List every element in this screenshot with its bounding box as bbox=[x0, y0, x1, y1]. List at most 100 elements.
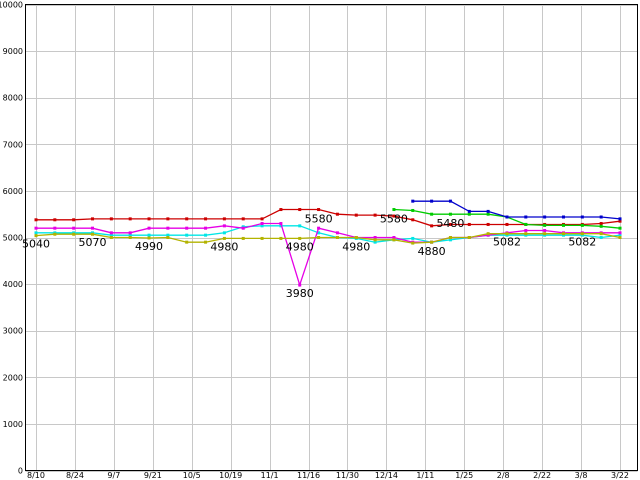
data-point bbox=[599, 215, 603, 219]
data-point bbox=[317, 208, 321, 212]
data-point bbox=[222, 236, 226, 240]
data-point bbox=[561, 215, 565, 219]
series-line bbox=[35, 233, 621, 244]
data-point bbox=[580, 232, 584, 236]
data-point bbox=[260, 222, 264, 226]
series-line bbox=[36, 222, 620, 288]
data-label: 5040 bbox=[22, 238, 50, 251]
y-tick-label: 5000 bbox=[3, 234, 23, 243]
y-axis-ticks: 0 1000 2000 3000 4000 5000 6000 7000 8000 9000 100… bbox=[0, 1, 23, 476]
data-point bbox=[618, 236, 622, 239]
x-tick-label: 11/16 bbox=[297, 471, 320, 480]
data-point bbox=[599, 236, 603, 239]
data-point bbox=[222, 217, 226, 221]
x-axis-ticks: 8/10 8/24 9/7 9/21 10/5 10/19 11/1 11/16 11/30 12… bbox=[27, 471, 629, 480]
y-tick-label: 0 bbox=[18, 467, 23, 476]
data-point bbox=[486, 222, 490, 226]
data-point bbox=[128, 217, 132, 221]
data-point bbox=[467, 222, 471, 226]
data-label: 5082 bbox=[568, 236, 596, 249]
data-labels: 5040 5070 4990 4980 4980 3980 5580 4980 5580 5480… bbox=[22, 212, 596, 300]
data-point bbox=[373, 236, 377, 239]
y-tick-label: 7000 bbox=[3, 140, 23, 149]
data-point bbox=[147, 233, 151, 237]
data-point bbox=[317, 236, 321, 239]
data-point bbox=[618, 231, 622, 235]
data-label: 5082 bbox=[493, 236, 521, 249]
data-point bbox=[392, 208, 396, 212]
data-label: 4980 bbox=[342, 240, 370, 253]
data-point bbox=[72, 232, 76, 236]
data-point bbox=[373, 238, 377, 242]
data-point bbox=[72, 226, 76, 230]
data-point bbox=[543, 223, 547, 227]
data-point bbox=[91, 232, 95, 236]
data-point bbox=[128, 236, 132, 239]
data-point bbox=[335, 212, 339, 216]
data-point bbox=[430, 224, 434, 228]
data-point bbox=[430, 212, 434, 216]
data-point bbox=[599, 224, 603, 228]
data-label: 4990 bbox=[135, 240, 163, 253]
y-tick-label: 3000 bbox=[3, 327, 23, 336]
data-point bbox=[317, 226, 321, 230]
data-point bbox=[185, 226, 189, 230]
data-point bbox=[505, 232, 509, 236]
data-point bbox=[279, 222, 283, 226]
data-point bbox=[34, 231, 38, 235]
data-point bbox=[448, 222, 452, 226]
x-tick-label: 1/25 bbox=[455, 471, 473, 480]
data-point bbox=[392, 214, 396, 218]
data-point bbox=[505, 222, 509, 226]
data-point bbox=[618, 226, 622, 230]
data-label: 5580 bbox=[305, 212, 333, 225]
data-point bbox=[335, 236, 339, 239]
data-point bbox=[580, 215, 584, 219]
data-point bbox=[335, 231, 339, 235]
data-label: 4880 bbox=[418, 245, 446, 258]
data-point bbox=[486, 209, 490, 213]
data-point bbox=[34, 226, 38, 230]
data-point bbox=[185, 217, 189, 221]
data-point bbox=[166, 236, 170, 239]
x-tick-label: 11/1 bbox=[261, 471, 279, 480]
data-point bbox=[166, 233, 170, 237]
series-line bbox=[36, 225, 621, 243]
data-point bbox=[166, 226, 170, 230]
series-line bbox=[36, 208, 621, 227]
data-label: 5580 bbox=[380, 212, 408, 225]
data-point bbox=[241, 217, 245, 221]
series-line bbox=[412, 200, 621, 220]
series-5 bbox=[34, 232, 622, 245]
data-point bbox=[373, 240, 377, 244]
data-point bbox=[580, 223, 584, 227]
data-point bbox=[147, 236, 151, 240]
data-point bbox=[430, 240, 434, 244]
x-tick-label: 1/11 bbox=[416, 471, 434, 480]
data-point bbox=[411, 199, 415, 203]
series-2 bbox=[411, 199, 622, 221]
data-point bbox=[204, 233, 208, 237]
data-point bbox=[72, 218, 76, 222]
data-point bbox=[411, 241, 415, 245]
data-point bbox=[109, 231, 113, 235]
data-point bbox=[467, 212, 471, 216]
data-point bbox=[448, 236, 452, 239]
data-point bbox=[279, 224, 283, 228]
x-tick-label: 10/19 bbox=[219, 471, 242, 480]
data-point bbox=[53, 218, 57, 222]
data-point bbox=[147, 217, 151, 221]
data-point bbox=[430, 199, 434, 203]
data-point bbox=[618, 219, 622, 223]
x-tick-label: 9/7 bbox=[107, 471, 120, 480]
data-point bbox=[561, 232, 565, 236]
data-label: 3980 bbox=[286, 287, 314, 300]
data-point bbox=[91, 217, 95, 221]
series-layer bbox=[34, 199, 622, 288]
data-point bbox=[91, 226, 95, 230]
data-point bbox=[109, 233, 113, 237]
data-point bbox=[147, 226, 151, 230]
x-tick-label: 8/10 bbox=[27, 471, 45, 480]
x-tick-label: 3/8 bbox=[575, 471, 588, 480]
data-point bbox=[599, 222, 603, 226]
